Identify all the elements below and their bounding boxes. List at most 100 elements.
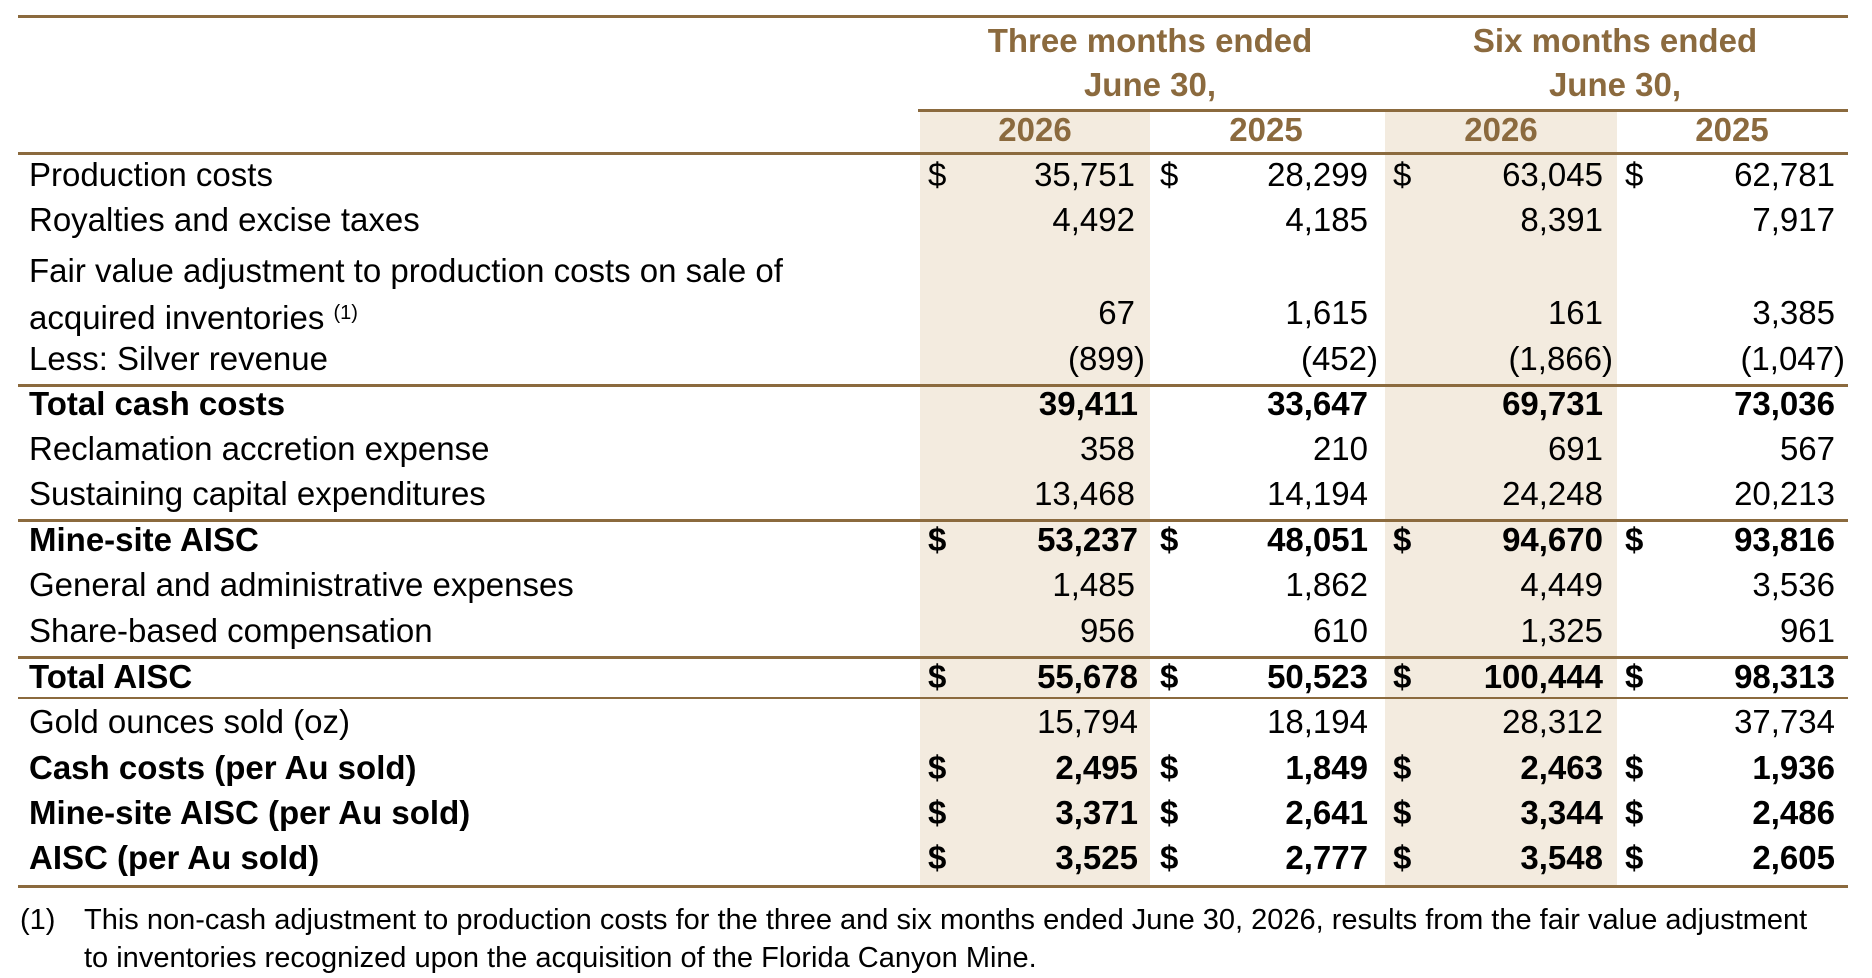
header-three-months-line1: Three months ended bbox=[987, 22, 1313, 59]
footnote-reference: (1) bbox=[333, 302, 358, 324]
cell-value: 14,194 bbox=[1267, 475, 1368, 512]
rule-mine-site-aisc bbox=[18, 519, 1848, 522]
cell-value: 98,313 bbox=[1734, 658, 1835, 695]
row-label-royalties: Royalties and excise taxes bbox=[29, 201, 420, 238]
currency-symbol: $ bbox=[1160, 839, 1179, 876]
cell-value: 28,299 bbox=[1267, 156, 1368, 193]
header-three-months-line2: June 30, bbox=[1083, 66, 1217, 103]
cell-value: 7,917 bbox=[1752, 201, 1835, 238]
cell-value: 50,523 bbox=[1267, 658, 1368, 695]
cell-value: 62,781 bbox=[1734, 156, 1835, 193]
bottom-rule bbox=[18, 885, 1848, 888]
footnote-marker: (1) bbox=[20, 904, 56, 936]
cell-value: 28,312 bbox=[1502, 703, 1603, 740]
cell-value: 18,194 bbox=[1267, 703, 1368, 740]
cell-value: 3,525 bbox=[1055, 839, 1138, 876]
cell-value: 4,449 bbox=[1520, 566, 1603, 603]
cell-value: 39,411 bbox=[1038, 385, 1138, 422]
rule-total-aisc bbox=[18, 656, 1848, 659]
year-header-3m-2026: 2026 bbox=[998, 111, 1072, 148]
cell-value: 55,678 bbox=[1037, 658, 1138, 695]
row-label-fair-value-line2: acquired inventories (1) bbox=[29, 293, 358, 338]
cell-value: 161 bbox=[1547, 294, 1603, 331]
cell-value: 1,485 bbox=[1052, 566, 1135, 603]
cell-value: 3,385 bbox=[1752, 294, 1835, 331]
row-label-mine-site-aisc-per-au: Mine-site AISC (per Au sold) bbox=[29, 794, 471, 831]
currency-symbol: $ bbox=[1625, 749, 1644, 786]
cell-value: 1,862 bbox=[1285, 566, 1368, 603]
row-label-total-aisc: Total AISC bbox=[29, 658, 193, 695]
cell-value: 1,325 bbox=[1520, 612, 1603, 649]
cell-value: 8,391 bbox=[1520, 201, 1603, 238]
row-label-gold-ounces-sold: Gold ounces sold (oz) bbox=[29, 703, 350, 740]
cell-value: 691 bbox=[1547, 430, 1603, 467]
header-bottom-rule bbox=[18, 152, 1848, 155]
currency-symbol: $ bbox=[1625, 839, 1644, 876]
cell-value: (1,866) bbox=[1508, 340, 1613, 377]
cell-value: 1,615 bbox=[1285, 294, 1368, 331]
currency-symbol: $ bbox=[928, 658, 947, 695]
row-label-mine-site-aisc: Mine-site AISC bbox=[29, 521, 259, 558]
cell-value: 956 bbox=[1079, 612, 1135, 649]
cell-value: 4,185 bbox=[1285, 201, 1368, 238]
cell-value: 35,751 bbox=[1034, 156, 1135, 193]
cell-value: 3,536 bbox=[1752, 566, 1835, 603]
year-header-3m-2025: 2025 bbox=[1229, 111, 1303, 148]
header-six-months-line2: June 30, bbox=[1548, 66, 1682, 103]
currency-symbol: $ bbox=[1625, 794, 1644, 831]
cell-value: 24,248 bbox=[1502, 475, 1603, 512]
currency-symbol: $ bbox=[928, 794, 947, 831]
row-label-general-admin: General and administrative expenses bbox=[29, 566, 574, 603]
cell-value: 53,237 bbox=[1037, 521, 1138, 558]
row-label-production-costs: Production costs bbox=[29, 156, 273, 193]
cell-value: 3,371 bbox=[1055, 794, 1138, 831]
cell-value: 2,463 bbox=[1520, 749, 1603, 786]
cell-value: 100,444 bbox=[1483, 658, 1603, 695]
row-label-sustaining-capital: Sustaining capital expenditures bbox=[29, 475, 486, 512]
row-label-total-cash-costs: Total cash costs bbox=[29, 385, 286, 422]
currency-symbol: $ bbox=[928, 521, 947, 558]
top-rule bbox=[18, 15, 1848, 18]
cell-value: 94,670 bbox=[1502, 521, 1603, 558]
currency-symbol: $ bbox=[1625, 521, 1644, 558]
currency-symbol: $ bbox=[1160, 749, 1179, 786]
cell-value: 610 bbox=[1312, 612, 1368, 649]
column-shade-six-months-2026 bbox=[1385, 110, 1617, 888]
currency-symbol: $ bbox=[928, 156, 947, 193]
cell-value: 20,213 bbox=[1734, 475, 1835, 512]
cell-value: 2,495 bbox=[1055, 749, 1138, 786]
currency-symbol: $ bbox=[1625, 156, 1644, 193]
currency-symbol: $ bbox=[1393, 794, 1412, 831]
footnote-line-2: to inventories recognized upon the acqui… bbox=[84, 942, 1037, 974]
currency-symbol: $ bbox=[1160, 794, 1179, 831]
currency-symbol: $ bbox=[1160, 521, 1179, 558]
cell-value: 13,468 bbox=[1034, 475, 1135, 512]
currency-symbol: $ bbox=[1393, 156, 1412, 193]
rule-after-total-aisc bbox=[18, 697, 1848, 699]
cell-value: 1,849 bbox=[1285, 749, 1368, 786]
header-year-rule bbox=[918, 109, 1848, 112]
currency-symbol: $ bbox=[1393, 658, 1412, 695]
cell-value: (1,047) bbox=[1740, 340, 1845, 377]
cell-value: 358 bbox=[1079, 430, 1135, 467]
cell-value: 3,548 bbox=[1520, 839, 1603, 876]
currency-symbol: $ bbox=[1393, 839, 1412, 876]
cell-value: 3,344 bbox=[1520, 794, 1603, 831]
row-label-reclamation-accretion: Reclamation accretion expense bbox=[29, 430, 490, 467]
cell-value: (899) bbox=[1067, 340, 1145, 377]
row-label-silver-revenue: Less: Silver revenue bbox=[29, 340, 328, 377]
cell-value: 67 bbox=[1098, 294, 1135, 331]
currency-symbol: $ bbox=[1625, 658, 1644, 695]
column-shade-three-months-2026 bbox=[920, 110, 1150, 888]
cell-value: 73,036 bbox=[1734, 385, 1835, 422]
cell-value: 1,936 bbox=[1752, 749, 1835, 786]
cell-value: 63,045 bbox=[1502, 156, 1603, 193]
row-label-share-based-comp: Share-based compensation bbox=[29, 612, 433, 649]
cell-value: (452) bbox=[1300, 340, 1378, 377]
row-label-cash-costs-per-au: Cash costs (per Au sold) bbox=[29, 749, 417, 786]
row-label-text: acquired inventories bbox=[29, 299, 325, 336]
cell-value: 2,641 bbox=[1285, 794, 1368, 831]
cell-value: 15,794 bbox=[1037, 703, 1138, 740]
row-label-aisc-per-au: AISC (per Au sold) bbox=[29, 839, 320, 876]
